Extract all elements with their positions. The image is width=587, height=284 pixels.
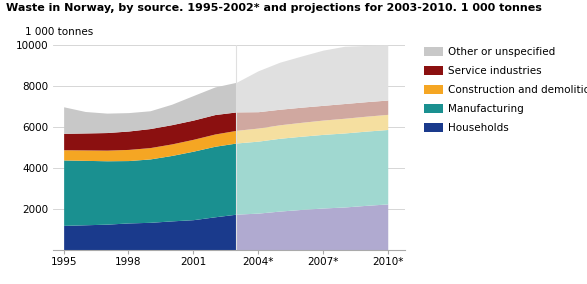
Legend: Other or unspecified, Service industries, Construction and demolition, Manufactu: Other or unspecified, Service industries… [424,47,587,133]
Text: 1 000 tonnes: 1 000 tonnes [25,27,93,37]
Text: Waste in Norway, by source. 1995-2002* and projections for 2003-2010. 1 000 tonn: Waste in Norway, by source. 1995-2002* a… [6,3,542,13]
